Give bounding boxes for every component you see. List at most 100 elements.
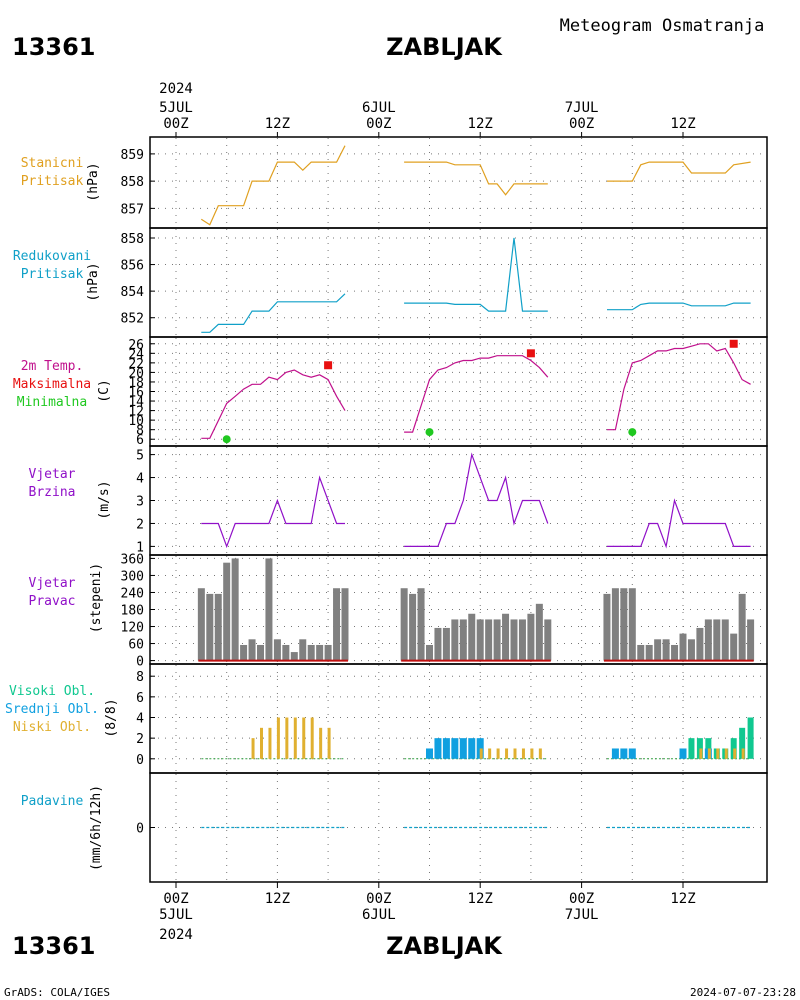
wind-direction-bar (654, 639, 662, 661)
y-tick-label: 14 (128, 395, 144, 410)
y-axis-unit-label: (mm/6h/12h) (89, 785, 104, 871)
top-axis-tick-label: 12Z (670, 116, 695, 132)
cloud-low-bar (530, 748, 534, 759)
cloud-low-bar (268, 727, 272, 759)
panel-label-line: Maksimalna (13, 377, 91, 392)
top-axis-tick-label: 12Z (468, 116, 493, 132)
wind-direction-bar (518, 619, 526, 661)
top-axis-tick-label: 00Z (163, 116, 188, 132)
panel-label-line: Visoki Obl. (9, 684, 95, 699)
y-tick-label: 856 (121, 259, 144, 274)
panel-label-line: Redukovani (13, 249, 91, 264)
panel-frame (149, 772, 768, 883)
station_pressure-series-line (200, 145, 346, 226)
wind-direction-bar (721, 619, 729, 661)
panel-reduced_pressure: 852 854 856 858 Redukovani Pritisak (hPa) (13, 227, 768, 338)
panel-wind_direction: 0 60 120 180 240 300 360 Vjetar Pravac (stepeni) (29, 552, 768, 670)
wind-direction-bar (434, 627, 442, 661)
cloud-mid-bar (611, 748, 619, 759)
y-tick-label: 26 (128, 338, 144, 353)
wind-direction-bar (459, 619, 467, 661)
panel-label-line: 2m Temp. (21, 359, 84, 374)
wind-direction-bar (324, 644, 332, 661)
wind-direction-bar (704, 619, 712, 661)
wind-direction-bar (603, 593, 611, 661)
y-tick-label: 16 (128, 386, 144, 401)
reduced_pressure-series-line (201, 293, 346, 333)
cloud-low-bar (310, 717, 314, 759)
wind_speed-series-line (607, 498, 751, 549)
panel-frame (149, 136, 768, 229)
wind-direction-bar (206, 593, 214, 661)
y-tick-label: 2 (136, 732, 144, 747)
wind-direction-bar (502, 613, 510, 661)
wind-direction-bar (333, 588, 341, 661)
wind-direction-bar (341, 588, 349, 661)
y-tick-label: 22 (128, 357, 144, 372)
wind-direction-bar (535, 603, 543, 661)
y-axis-unit-label: (8/8) (104, 698, 119, 737)
cloud-low-bar (479, 748, 483, 759)
tmax-marker (526, 349, 535, 358)
wind-direction-bar (730, 633, 738, 661)
y-tick-label: 18 (128, 376, 144, 391)
station-id-bottom: 13361 (12, 932, 96, 960)
cloud-low-bar (733, 748, 737, 759)
wind-direction-bar (747, 619, 755, 661)
cloud-high-bar (739, 727, 746, 759)
tmin-marker (425, 428, 434, 437)
wind_speed-series-line (201, 475, 345, 549)
wind-direction-bar (409, 593, 417, 661)
y-tick-label: 6 (136, 691, 144, 706)
cloud-low-bar (260, 727, 263, 759)
cloud-mid-bar (426, 748, 433, 759)
cloud-mid-bar (459, 738, 467, 759)
cloud-low-bar (505, 748, 509, 759)
wind-direction-bar (696, 627, 704, 661)
y-tick-label: 1 (136, 540, 144, 555)
temperature-series-line (201, 369, 346, 439)
y-tick-label: 360 (121, 552, 144, 567)
cloud-low-bar (724, 748, 728, 759)
cloud-mid-bar (442, 738, 450, 759)
wind-direction-bar (307, 644, 315, 661)
station-name-top: ZABLJAK (386, 33, 503, 61)
top-axis-year: 2024 (159, 81, 193, 97)
wind-direction-bar (214, 593, 222, 661)
wind-direction-bar (637, 644, 645, 661)
cloud-low-bar (699, 748, 703, 759)
wind-direction-bar (299, 639, 307, 661)
y-tick-label: 859 (121, 148, 144, 163)
y-tick-label: 120 (121, 621, 144, 636)
cloud-mid-bar (620, 748, 628, 759)
cloud-mid-bar (679, 748, 687, 759)
y-axis-unit-label: (hPa) (86, 162, 101, 201)
y-tick-label: 3 (136, 495, 144, 510)
wind-direction-bar (223, 562, 231, 661)
y-tick-label: 858 (121, 175, 144, 190)
cloud-low-bar (327, 727, 331, 759)
panel-clouds: 0 2 4 6 8 Visoki Obl. Srednji Obl. Niski Obl. (8… (5, 663, 768, 774)
footer-timestamp: 2024-07-07-23:28 (690, 986, 796, 999)
wind-direction-bar (282, 644, 290, 661)
reduced_pressure-series-line (404, 237, 548, 312)
wind-direction-bar (662, 639, 670, 661)
bottom-axis-tick-label: 5JUL (159, 907, 193, 923)
panel-label-line: Vjetar (29, 576, 76, 591)
tmax-marker (729, 339, 738, 348)
panel-wind_speed: 1 2 3 4 5 Vjetar Brzina (m/s) (29, 445, 768, 556)
y-axis-unit-label: (C) (97, 379, 112, 402)
wind-direction-bar (257, 644, 264, 661)
y-tick-label: 0 (136, 822, 144, 837)
y-tick-label: 8 (136, 670, 144, 685)
cloud-high-bar (747, 717, 754, 759)
wind-direction-bar (645, 644, 653, 661)
y-tick-label: 852 (121, 312, 144, 327)
wind-direction-bar (240, 644, 248, 661)
y-tick-label: 4 (136, 712, 144, 727)
cloud-low-bar (741, 748, 745, 759)
top-axis-tick-label: 00Z (569, 116, 594, 132)
